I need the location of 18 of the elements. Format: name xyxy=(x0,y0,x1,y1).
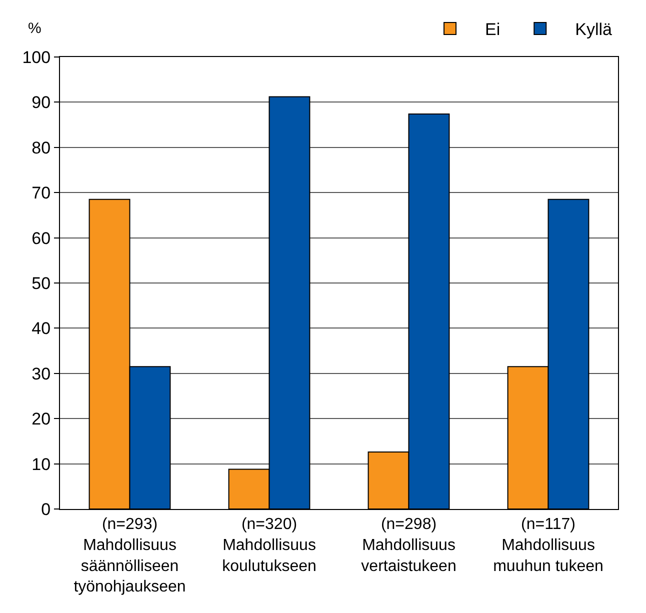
y-tick-label: 50 xyxy=(32,274,51,293)
y-tick-label: 60 xyxy=(32,228,51,248)
y-tick-label: 90 xyxy=(32,93,51,112)
x-tick-label: (n=293) Mahdollisuus säännölliseen työnohjaukseen xyxy=(74,516,186,596)
y-tick-label: 30 xyxy=(32,364,51,384)
y-tick-label: 70 xyxy=(32,184,51,203)
x-tick-label: (n=298) Mahdollisuus vertaistukeen xyxy=(361,516,456,575)
x-tick-label: (n=117) Mahdollisuus muuhun tukeen xyxy=(493,516,604,575)
y-tick-label: 0 xyxy=(41,500,51,519)
y-tick-label: 80 xyxy=(32,138,51,158)
legend-label: Kyllä xyxy=(575,20,613,40)
x-tick-label: (n=320) Mahdollisuus koulutukseen xyxy=(222,516,316,575)
y-tick-label: 40 xyxy=(32,319,51,338)
y-axis-title: % xyxy=(28,20,42,37)
y-tick-label: 20 xyxy=(32,410,51,429)
y-tick-label: 100 xyxy=(22,48,51,67)
y-tick-label: 10 xyxy=(32,454,51,474)
legend-label: Ei xyxy=(485,20,500,40)
